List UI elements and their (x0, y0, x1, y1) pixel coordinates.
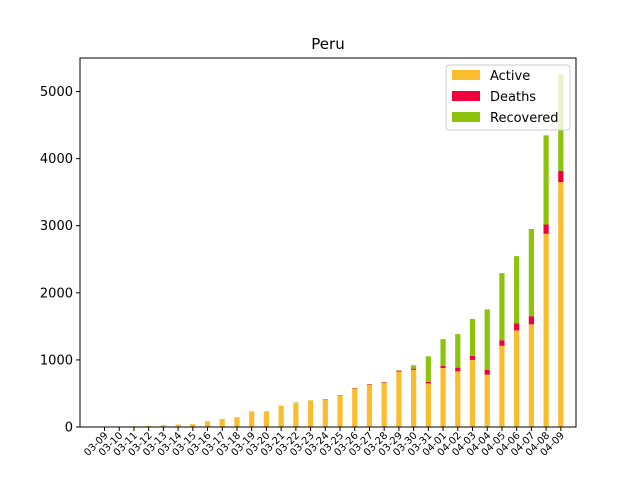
bar-active-03-31 (425, 383, 431, 427)
bar-active-03-16 (204, 421, 211, 427)
bar-active-04-06 (514, 330, 520, 427)
bar-active-03-12 (146, 425, 152, 427)
bar-deaths-03-30 (411, 368, 417, 370)
bar-deaths-04-09 (558, 170, 564, 183)
bar-recovered-04-04 (484, 309, 490, 370)
bar-recovered-03-30 (411, 365, 417, 369)
bar-deaths-04-06 (514, 323, 520, 331)
bar-active-03-26 (352, 388, 358, 427)
bar-active-04-08 (543, 233, 549, 427)
bar-active-03-25 (337, 395, 343, 427)
bar-recovered-04-08 (543, 135, 549, 225)
bar-active-03-29 (396, 371, 402, 427)
y-tick-label: 2000 (40, 286, 73, 301)
bar-active-04-05 (499, 345, 505, 427)
bar-active-03-13 (160, 425, 166, 427)
bar-recovered-04-07 (528, 229, 534, 317)
plot-frame (79, 57, 577, 428)
bar-active-03-17 (219, 419, 225, 427)
bar-deaths-03-26 (352, 388, 358, 389)
bar-recovered-04-05 (499, 273, 505, 341)
bar-active-04-09 (558, 182, 564, 427)
bar-deaths-04-07 (528, 316, 534, 325)
bar-active-03-22 (293, 402, 299, 427)
bar-active-03-24 (322, 399, 328, 427)
y-tick-label: 5000 (40, 85, 73, 100)
bar-deaths-04-02 (455, 367, 461, 372)
y-tick-label: 1000 (40, 353, 73, 368)
bar-active-03-15 (190, 424, 196, 427)
bar-active-03-21 (278, 405, 284, 427)
y-tick-label: 3000 (40, 219, 73, 234)
bar-deaths-03-29 (396, 370, 402, 372)
bars-layer (101, 74, 564, 427)
bar-recovered-04-06 (514, 256, 520, 324)
bar-recovered-04-02 (455, 334, 461, 368)
legend-swatch-recovered (452, 112, 480, 122)
bar-deaths-04-03 (469, 355, 476, 360)
legend-label-recovered: Recovered (490, 111, 559, 126)
bar-active-03-27 (366, 384, 373, 427)
bar-active-04-04 (484, 374, 490, 427)
bar-active-03-23 (307, 400, 314, 427)
bar-deaths-03-31 (425, 381, 431, 384)
bar-recovered-04-03 (469, 318, 476, 356)
bar-deaths-04-08 (543, 224, 549, 234)
bar-active-03-19 (249, 411, 255, 427)
bar-active-03-18 (234, 417, 240, 427)
legend-label-deaths: Deaths (490, 90, 536, 105)
bar-deaths-03-27 (366, 384, 373, 385)
bar-deaths-04-05 (499, 340, 505, 346)
bar-recovered-03-31 (425, 356, 431, 382)
y-tick-label: 0 (65, 421, 73, 436)
bar-deaths-04-01 (440, 365, 446, 368)
bar-deaths-04-04 (484, 369, 490, 375)
x-axis: 03-0903-1003-1103-1203-1303-1403-1503-16… (82, 427, 567, 459)
legend: Active Deaths Recovered (445, 64, 571, 131)
chart-title: Peru (311, 35, 344, 53)
y-tick-label: 4000 (40, 152, 73, 167)
bar-active-03-28 (381, 383, 387, 427)
legend-swatch-active (452, 70, 480, 80)
bar-recovered-04-01 (440, 339, 446, 366)
bar-active-04-02 (455, 371, 461, 427)
bar-active-03-30 (411, 369, 417, 427)
bar-deaths-03-28 (381, 382, 387, 384)
legend-label-active: Active (490, 69, 530, 84)
bar-active-04-07 (528, 324, 534, 427)
bar-active-04-03 (469, 359, 476, 427)
bar-active-03-14 (175, 424, 181, 427)
y-axis: 0 1000 2000 3000 4000 5000 (40, 85, 80, 436)
bar-active-04-01 (440, 367, 446, 427)
bar-active-03-20 (263, 411, 270, 427)
legend-swatch-deaths (452, 91, 480, 101)
